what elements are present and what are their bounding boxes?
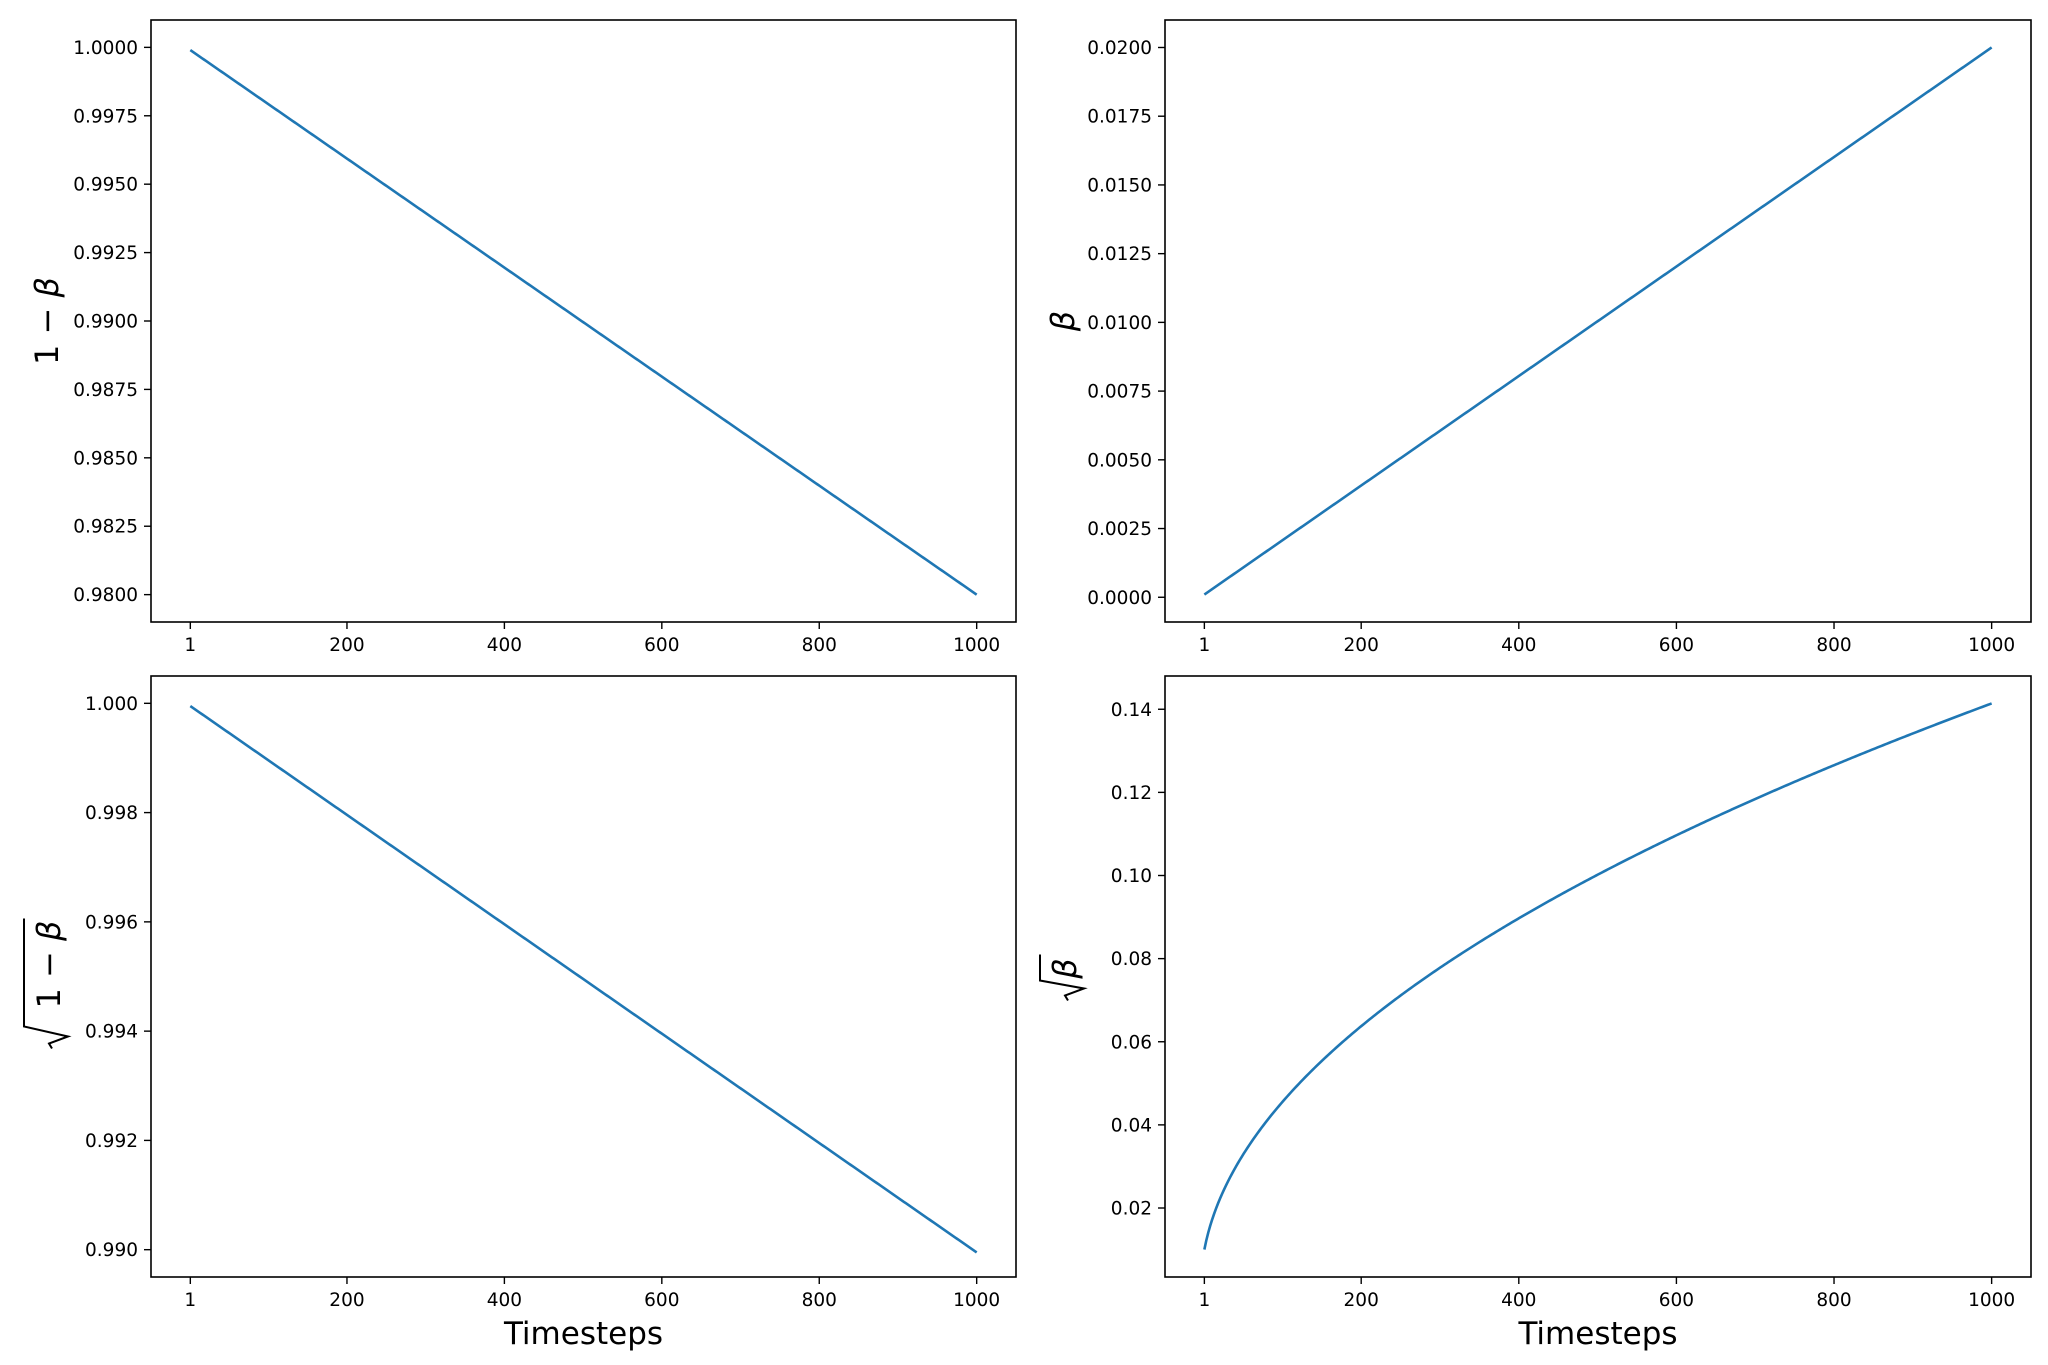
sqrt-sign — [1039, 954, 1088, 1002]
y-tick-label: 1.0000 — [73, 38, 138, 59]
series-line — [1203, 46, 1993, 596]
sqrt-sign — [23, 918, 72, 1050]
x-tick-label: 200 — [1344, 1290, 1379, 1311]
y-axis-label: β — [1039, 954, 1088, 1002]
y-tick-label: 0.9825 — [73, 517, 138, 538]
x-tick-label: 1 — [1198, 1290, 1210, 1311]
y-tick-label: 1.000 — [85, 694, 138, 715]
subplot-top-right: 1 200 400 600 800 1000 0.0000 0.0025 0.0050 0.007… — [1044, 19, 2032, 656]
y-tick-label: 0.998 — [85, 803, 138, 824]
x-axis-label: Timesteps — [503, 1316, 663, 1352]
svg-text:β: β — [1046, 958, 1084, 979]
y-tick-label: 0.12 — [1111, 783, 1152, 804]
x-tick-label: 1 — [1198, 635, 1210, 656]
x-tick-label: 1 — [184, 1290, 196, 1311]
x-tick-label: 600 — [1659, 635, 1694, 656]
y-tick-label: 0.0050 — [1087, 450, 1152, 471]
y-tick-label: 0.0000 — [1087, 588, 1152, 609]
x-tick-label: 800 — [1816, 1290, 1851, 1311]
x-tick-label: 600 — [644, 635, 679, 656]
svg-text:β: β — [1044, 311, 1082, 332]
x-tick-label: 1000 — [953, 635, 1000, 656]
x-tick-label: 400 — [1501, 635, 1536, 656]
x-tick-label: 400 — [487, 635, 522, 656]
subplot-bottom-left: 1 200 400 600 800 1000 0.990 0.992 0.994 0.996 0.9… — [23, 675, 1017, 1352]
y-tick-label: 0.10 — [1111, 866, 1152, 887]
x-tick-label: 1000 — [1968, 1290, 2015, 1311]
x-tick-label: 400 — [1501, 1290, 1536, 1311]
y-tick-label: 0.0150 — [1087, 175, 1152, 196]
y-tick-label: 0.992 — [85, 1131, 138, 1152]
x-tick-label: 1 — [184, 635, 196, 656]
y-tick-label: 0.06 — [1111, 1032, 1152, 1053]
y-tick-label: 0.0175 — [1087, 107, 1152, 128]
y-tick-label: 0.9800 — [73, 585, 138, 606]
x-tick-label: 1000 — [953, 1290, 1000, 1311]
x-tick-label: 1000 — [1968, 635, 2015, 656]
subplot-bottom-right: 1 200 400 600 800 1000 0.02 0.04 0.06 0.08 0.10 0.1… — [1039, 675, 2032, 1352]
y-tick-label: 0.0125 — [1087, 244, 1152, 265]
y-tick-label: 0.9950 — [73, 175, 138, 196]
y-tick-label: 0.14 — [1111, 700, 1152, 721]
x-tick-label: 200 — [1344, 635, 1379, 656]
svg-text:1 − β: 1 − β — [28, 277, 66, 365]
y-tick-label: 0.994 — [85, 1022, 138, 1043]
x-tick-label: 200 — [329, 1290, 364, 1311]
series-line — [1203, 702, 1993, 1250]
y-tick-label: 0.0200 — [1087, 38, 1152, 59]
series-line — [189, 704, 978, 1254]
series-line — [189, 49, 978, 596]
y-tick-label: 0.9900 — [73, 312, 138, 333]
axes-frame — [1164, 19, 2032, 623]
y-tick-label: 0.0025 — [1087, 519, 1152, 540]
y-tick-label: 0.990 — [85, 1240, 138, 1261]
y-tick-label: 0.02 — [1111, 1199, 1152, 1220]
y-tick-label: 0.9875 — [73, 380, 138, 401]
x-tick-label: 600 — [644, 1290, 679, 1311]
y-axis-label: 1 − β — [23, 918, 72, 1050]
y-tick-label: 0.08 — [1111, 949, 1152, 970]
y-tick-label: 0.9975 — [73, 106, 138, 127]
axes-frame — [1164, 675, 2032, 1278]
y-tick-label: 0.996 — [85, 912, 138, 933]
y-axis-label: β — [1044, 311, 1082, 332]
y-tick-label: 0.0075 — [1087, 382, 1152, 403]
x-tick-label: 800 — [802, 1290, 837, 1311]
y-tick-label: 0.0100 — [1087, 313, 1152, 334]
svg-text:1 − β: 1 − β — [30, 921, 68, 1009]
axes-frame — [150, 675, 1017, 1278]
x-tick-label: 400 — [487, 1290, 522, 1311]
y-tick-label: 0.9925 — [73, 243, 138, 264]
y-axis-label: 1 − β — [28, 277, 66, 365]
subplot-top-left: 1 200 400 600 800 1000 0.9800 0.9825 0.9850 0.987… — [28, 19, 1017, 656]
x-tick-label: 600 — [1659, 1290, 1694, 1311]
x-tick-label: 800 — [1816, 635, 1851, 656]
y-tick-label: 0.04 — [1111, 1115, 1152, 1136]
x-axis-label: Timesteps — [1517, 1316, 1677, 1352]
x-tick-label: 800 — [802, 635, 837, 656]
y-tick-label: 0.9850 — [73, 448, 138, 469]
x-tick-label: 200 — [329, 635, 364, 656]
